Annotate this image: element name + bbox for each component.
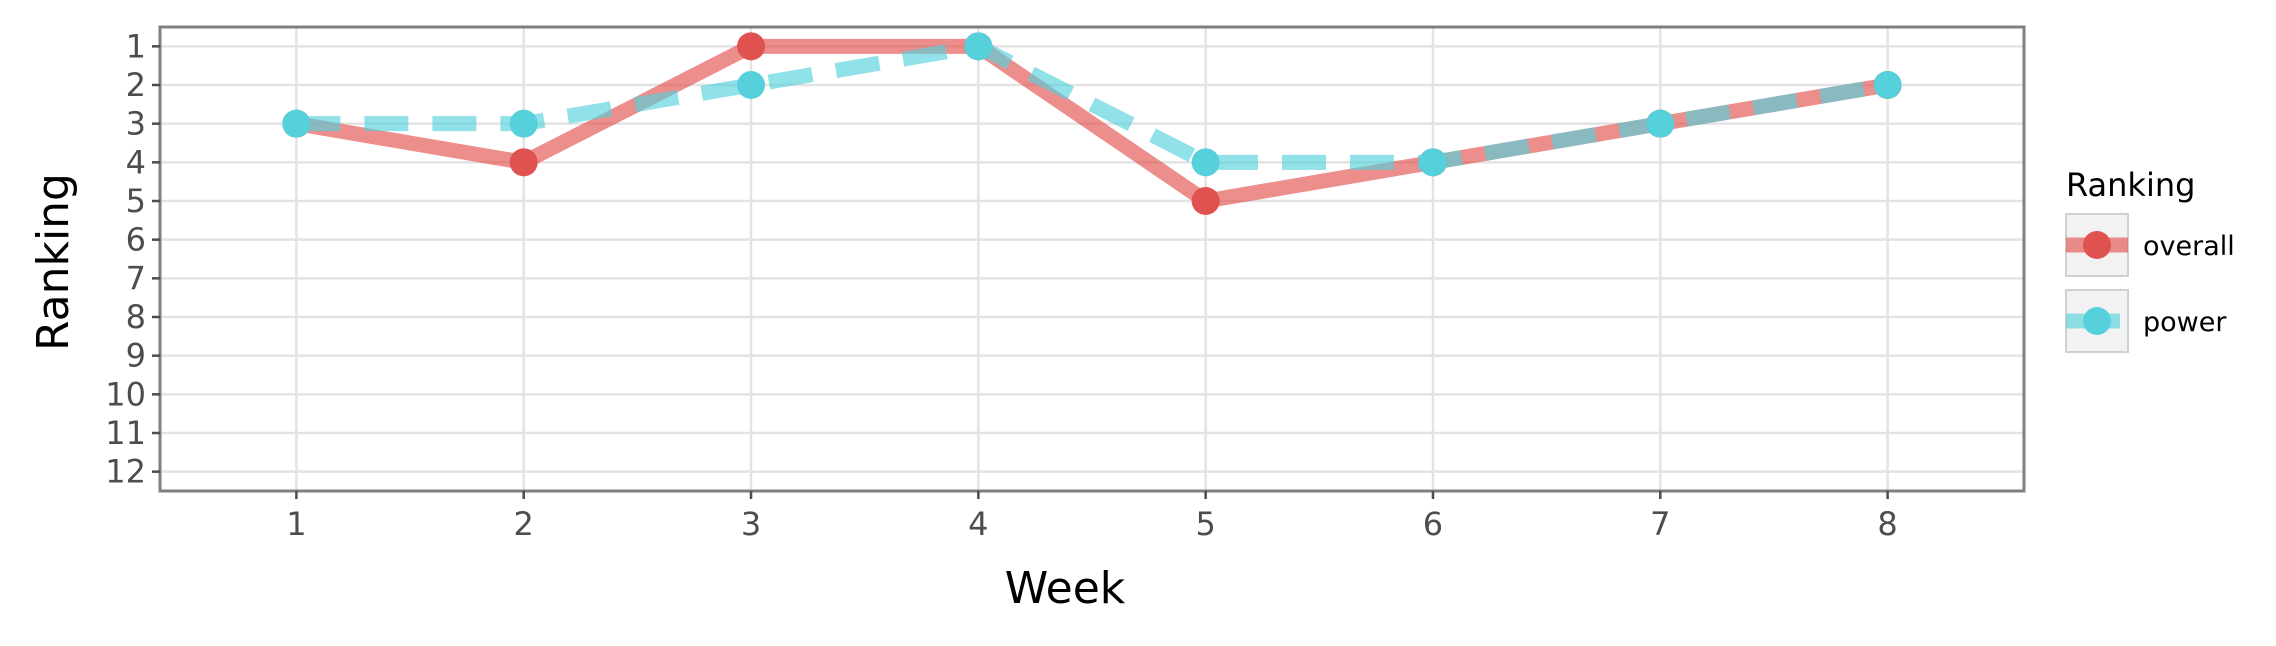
y-axis-title: Ranking (28, 173, 79, 351)
x-tick-label: 6 (1423, 505, 1443, 543)
y-tick-label: 1 (126, 27, 146, 65)
plot-panel-border (158, 25, 2026, 493)
grid-layer (160, 27, 2024, 491)
legend: Ranking overall power (2065, 166, 2235, 353)
data-point-power (1873, 71, 1902, 99)
y-tick-label: 10 (105, 375, 146, 413)
data-point-power (282, 109, 311, 138)
y-tick-label: 5 (126, 182, 146, 220)
legend-title: Ranking (2066, 166, 2195, 204)
x-tick-label: 1 (286, 505, 306, 543)
data-point-overall (509, 148, 538, 177)
legend-key-marker-power (2083, 307, 2111, 335)
series-line-power (296, 38, 1889, 170)
x-tick-label: 5 (1195, 505, 1215, 543)
series-layer (282, 32, 1902, 215)
data-point-power (964, 32, 993, 61)
y-tick-label: 6 (126, 221, 146, 259)
x-axis-title: Week (1005, 563, 1126, 614)
legend-label-overall: overall (2143, 231, 2235, 262)
y-tick-label: 7 (126, 259, 146, 297)
legend-key-marker-overall (2083, 231, 2111, 259)
y-tick-label: 11 (105, 414, 146, 452)
data-point-power (509, 109, 538, 138)
data-point-power (737, 71, 766, 99)
y-tick-label: 12 (105, 453, 146, 491)
x-tick-label: 7 (1650, 505, 1670, 543)
legend-label-power: power (2143, 307, 2227, 338)
data-point-overall (737, 32, 766, 61)
x-tick-label: 3 (741, 505, 761, 543)
x-tick-label: 8 (1877, 505, 1897, 543)
data-point-overall (1191, 187, 1220, 215)
data-point-power (1191, 148, 1220, 177)
x-tick-label: 2 (514, 505, 534, 543)
y-tick-label: 4 (126, 143, 146, 181)
axis-title-layer: Week Ranking (28, 173, 1126, 614)
y-tick-label: 9 (126, 337, 146, 375)
y-tick-label: 3 (126, 105, 146, 143)
y-tick-label: 2 (126, 66, 146, 104)
y-tick-label: 8 (126, 298, 146, 336)
data-point-power (1646, 109, 1675, 138)
x-tick-label: 4 (968, 505, 988, 543)
data-point-power (1418, 148, 1447, 177)
